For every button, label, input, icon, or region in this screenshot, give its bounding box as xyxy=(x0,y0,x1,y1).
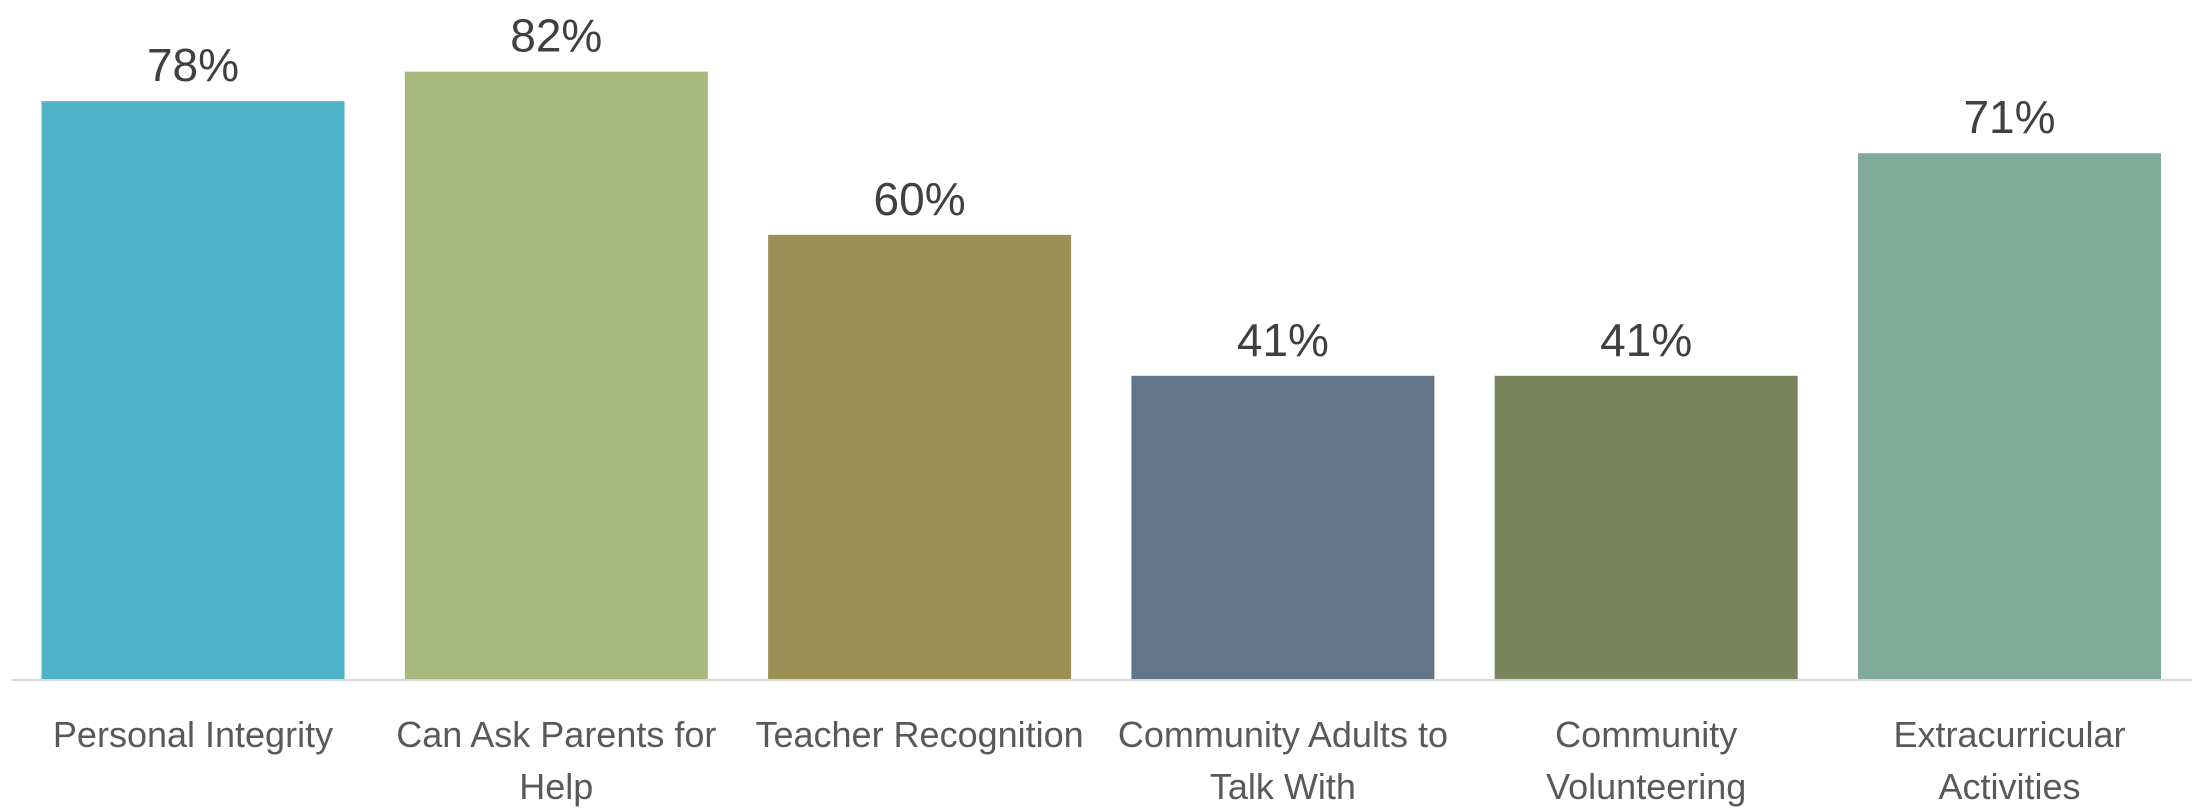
value-label-1: 78% xyxy=(147,39,239,91)
value-label-5: 41% xyxy=(1600,314,1692,366)
bar-3 xyxy=(768,234,1072,681)
category-label-1-line-1: Personal Integrity xyxy=(53,714,333,755)
category-label-4-line-2: Talk With xyxy=(1210,766,1356,807)
value-labels-group: 78% 82% 60% 41% 41% 71% xyxy=(147,10,2056,366)
bars-group xyxy=(41,71,2161,681)
value-label-3: 60% xyxy=(874,173,966,225)
bar-2 xyxy=(404,71,708,681)
category-label-4-line-1: Community Adults to xyxy=(1118,714,1448,755)
category-label-2-line-2: Help xyxy=(519,766,593,807)
category-labels-group: Personal Integrity Can Ask Parents for Hel… xyxy=(53,714,2126,807)
bar-4 xyxy=(1131,375,1435,680)
bar-6 xyxy=(1858,153,2161,680)
category-label-5-line-1: Community xyxy=(1555,714,1737,755)
bar-1 xyxy=(41,101,345,680)
category-label-3-line-1: Teacher Recognition xyxy=(755,714,1083,755)
value-label-4: 41% xyxy=(1237,314,1329,366)
category-label-6-line-1: Extracurricular xyxy=(1893,714,2125,755)
value-label-6: 71% xyxy=(1963,91,2055,143)
category-label-5-line-2: Volunteering xyxy=(1546,766,1746,807)
bar-5 xyxy=(1494,375,1798,680)
category-label-6-line-2: Activities xyxy=(1938,766,2080,807)
value-label-2: 82% xyxy=(510,10,602,62)
category-label-2-line-1: Can Ask Parents for xyxy=(396,714,716,755)
